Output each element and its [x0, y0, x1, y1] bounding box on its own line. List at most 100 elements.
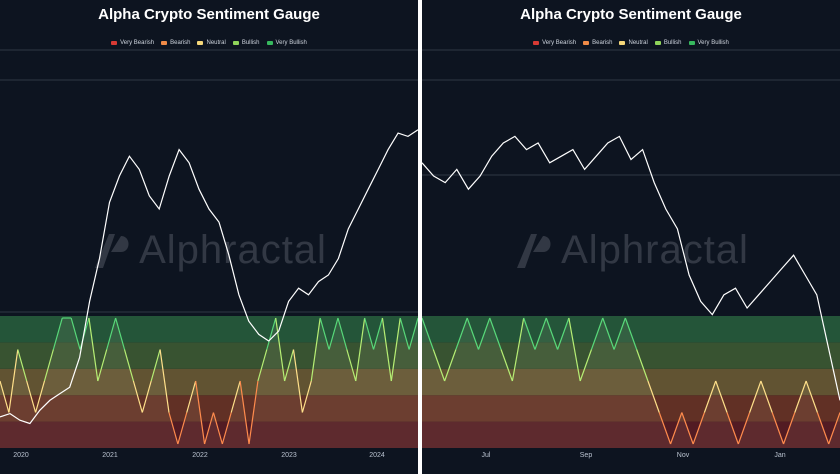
- sentiment-line-segment: [737, 412, 751, 445]
- sentiment-line-segment: [26, 380, 37, 413]
- sentiment-line-segment: [726, 412, 739, 445]
- sentiment-line-segment: [658, 412, 672, 445]
- sentiment-line-segment: [292, 349, 303, 413]
- sentiment-area: [422, 318, 840, 448]
- sentiment-line-segment: [782, 412, 796, 445]
- sentiment-line-segment: [355, 317, 366, 382]
- legend-swatch: [111, 41, 118, 45]
- legend-item-bearish[interactable]: Bearish: [583, 40, 612, 46]
- legend-item-very-bullish[interactable]: Very Bullish: [688, 40, 729, 46]
- price-line: [0, 129, 418, 425]
- sentiment-line-segment: [692, 412, 705, 445]
- legend-label: Very Bullish: [275, 40, 307, 46]
- sentiment-line-segment: [97, 349, 108, 382]
- legend-swatch: [266, 41, 273, 45]
- sentiment-line-segment: [239, 380, 250, 445]
- legend-swatch: [654, 41, 661, 45]
- right-chart-panel: Alpha Crypto Sentiment Gauge Very Bearis…: [422, 0, 840, 474]
- sentiment-line-segment: [43, 349, 54, 382]
- sentiment-line-segment: [771, 412, 785, 445]
- panel-divider: [418, 0, 422, 474]
- sentiment-line-segment: [88, 317, 99, 382]
- sentiment-line-segment: [399, 317, 410, 350]
- sentiment-line-segment: [828, 412, 840, 445]
- chart-title: Alpha Crypto Sentiment Gauge: [98, 6, 320, 23]
- sentiment-line-segment: [34, 380, 46, 413]
- legend-item-very-bearish[interactable]: Very Bearish: [533, 40, 576, 46]
- sentiment-line-segment: [328, 317, 339, 350]
- sentiment-line-segment: [177, 412, 188, 445]
- x-tick-label: Sep: [580, 452, 593, 459]
- sentiment-line-segment: [141, 380, 152, 413]
- sentiment-line-segment: [805, 380, 818, 413]
- sentiment-line-segment: [636, 349, 649, 382]
- sentiment-line-segment: [17, 349, 28, 382]
- sentiment-band-very-bearish: [422, 421, 840, 448]
- legend-item-neutral[interactable]: Neutral: [619, 40, 648, 46]
- chart-legend: Very Bearish Bearish Neutral Bullish Ver…: [0, 40, 418, 46]
- sentiment-line-segment: [794, 380, 807, 413]
- sentiment-line-segment: [568, 317, 581, 382]
- legend-label: Neutral: [206, 40, 226, 46]
- sentiment-band-very-bullish: [0, 316, 418, 343]
- sentiment-line-segment: [8, 349, 19, 413]
- legend-item-bullish[interactable]: Bullish: [654, 40, 682, 46]
- sentiment-line-segment: [523, 317, 536, 350]
- legend-label: Very Bearish: [120, 40, 155, 46]
- sentiment-line-segment: [477, 317, 491, 350]
- sentiment-line-segment: [422, 317, 434, 350]
- sentiment-line-segment: [203, 412, 215, 445]
- sentiment-line-segment: [511, 317, 525, 382]
- sentiment-line-segment: [489, 317, 502, 350]
- sentiment-line-segment: [257, 349, 268, 382]
- legend-swatch: [232, 41, 239, 45]
- legend-label: Bearish: [170, 40, 191, 46]
- sentiment-line-segment: [647, 380, 660, 413]
- sentiment-line-segment: [0, 380, 10, 413]
- sentiment-line-segment: [579, 349, 593, 382]
- legend-swatch: [583, 41, 590, 45]
- legend-item-very-bullish[interactable]: Very Bullish: [266, 40, 307, 46]
- legend-item-neutral[interactable]: Neutral: [197, 40, 226, 46]
- legend-label: Bullish: [241, 40, 260, 46]
- x-tick-label: 2022: [192, 452, 208, 459]
- legend-item-very-bearish[interactable]: Very Bearish: [111, 40, 154, 46]
- chart-legend: Very Bearish Bearish Neutral Bullish Ver…: [422, 40, 840, 46]
- sentiment-line-segment: [248, 380, 259, 445]
- sentiment-line-segment: [715, 380, 728, 413]
- sentiment-line-segment: [545, 317, 559, 350]
- sentiment-line-segment: [132, 380, 143, 413]
- left-chart-panel: Alpha Crypto Sentiment Gauge Very Bearis…: [0, 0, 418, 474]
- chart-plot: 2020 2021 2022 2023 2024: [0, 49, 418, 459]
- x-tick-label: Jul: [482, 452, 491, 459]
- sentiment-line-segment: [301, 380, 312, 413]
- sentiment-line-segment: [372, 317, 384, 350]
- sentiment-line-segment: [602, 317, 615, 350]
- sentiment-line-segment: [123, 349, 134, 382]
- legend-swatch: [533, 41, 540, 45]
- sentiment-line-segment: [557, 317, 570, 350]
- sentiment-line-segment: [669, 412, 683, 445]
- x-tick-label: 2023: [281, 452, 297, 459]
- sentiment-line-segment: [221, 412, 232, 445]
- legend-swatch: [619, 41, 626, 45]
- legend-item-bearish[interactable]: Bearish: [161, 40, 190, 46]
- sentiment-line-segment: [168, 412, 179, 445]
- sentiment-line-segment: [624, 317, 638, 350]
- legend-label: Bullish: [663, 40, 682, 46]
- sentiment-line-segment: [159, 349, 170, 413]
- sentiment-line-segment: [284, 349, 295, 382]
- sentiment-line-segment: [266, 317, 277, 350]
- sentiment-line-segment: [703, 380, 717, 413]
- sentiment-line-segment: [444, 349, 457, 382]
- sentiment-band-very-bearish: [0, 421, 418, 448]
- sentiment-band-bullish: [422, 342, 840, 369]
- legend-label: Very Bullish: [697, 40, 729, 46]
- sentiment-line-segment: [364, 317, 375, 350]
- sentiment-band-neutral: [0, 368, 418, 396]
- sentiment-line-segment: [613, 317, 626, 350]
- legend-swatch: [688, 41, 695, 45]
- legend-item-bullish[interactable]: Bullish: [232, 40, 260, 46]
- legend-label: Very Bearish: [542, 40, 577, 46]
- price-line: [422, 135, 840, 401]
